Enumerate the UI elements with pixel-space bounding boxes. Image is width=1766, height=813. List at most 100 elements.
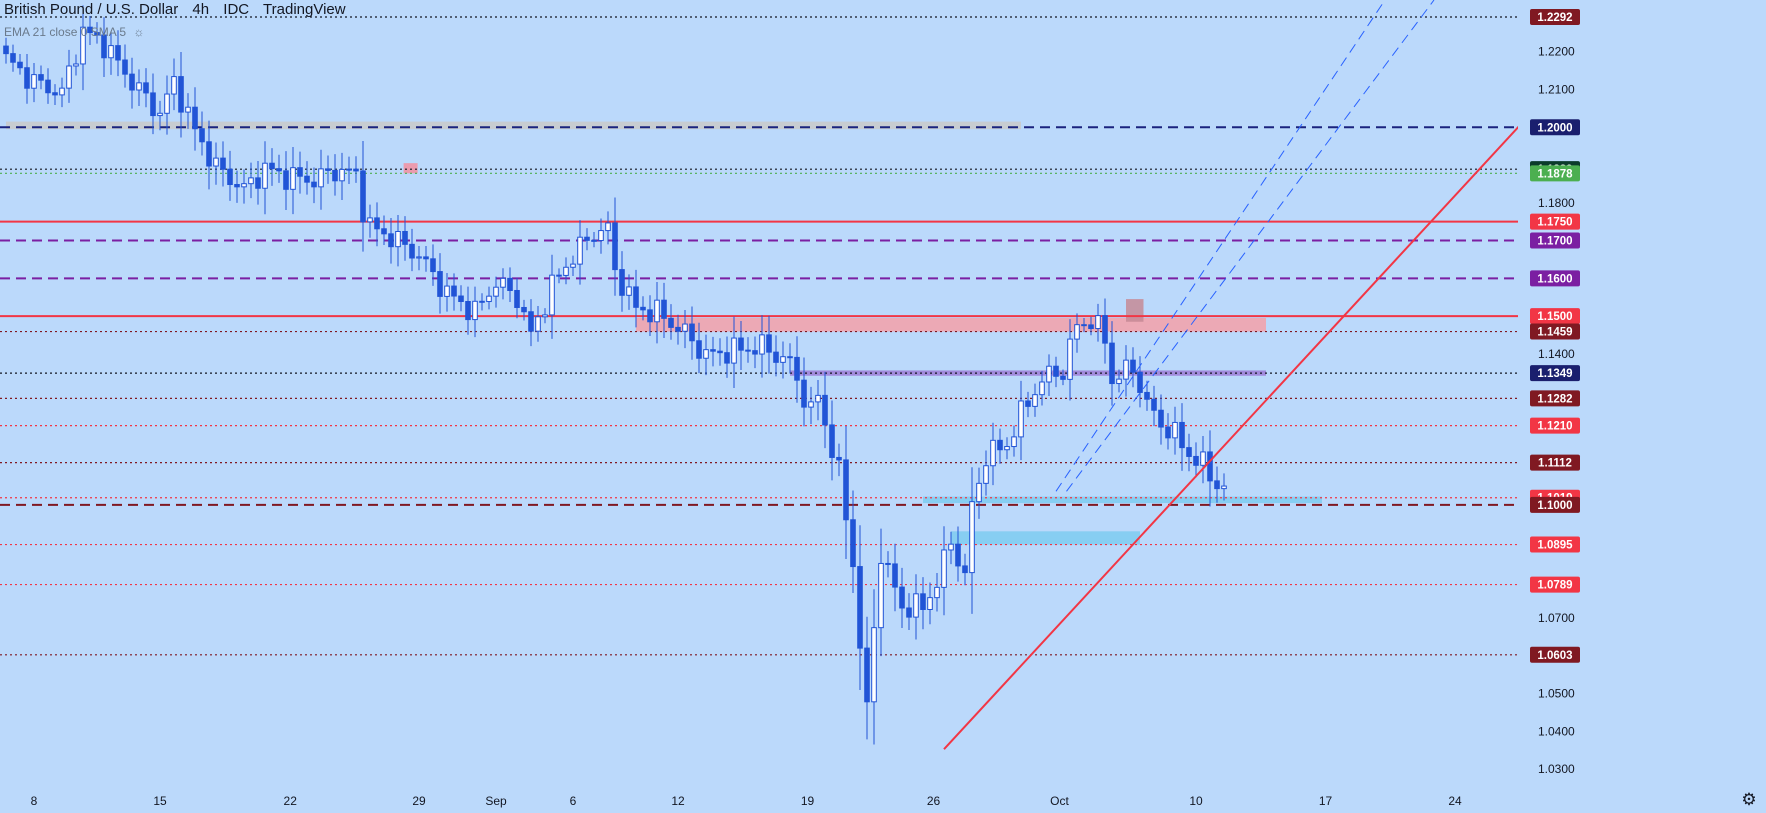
- candle-body: [143, 82, 149, 94]
- candle-body: [689, 323, 695, 342]
- candle-body: [675, 326, 681, 332]
- time-tick-label: 22: [284, 794, 298, 808]
- price-label: 1.1210: [1537, 421, 1572, 433]
- candle-body: [836, 456, 842, 461]
- candle-body: [486, 295, 492, 303]
- candle-body: [696, 340, 702, 359]
- interval-label[interactable]: 4h: [192, 1, 210, 18]
- candle-body: [395, 230, 401, 248]
- candle-body: [850, 519, 856, 568]
- candle-body: [955, 543, 961, 567]
- price-label: 1.2292: [1537, 12, 1572, 24]
- candle-body: [1067, 338, 1073, 380]
- eye-crossed-icon[interactable]: ☼: [133, 25, 145, 39]
- candle-body: [388, 233, 394, 248]
- horizontal-lines-layer: [0, 16, 1518, 656]
- candle-body: [808, 401, 814, 408]
- candle-body: [101, 34, 107, 59]
- candle-body: [1011, 436, 1017, 448]
- candle-body: [878, 562, 884, 629]
- candle-body: [1165, 426, 1171, 439]
- price-label-box: [1530, 165, 1580, 182]
- candle-body: [759, 334, 765, 355]
- candle-body: [493, 286, 499, 297]
- candle-body: [773, 351, 779, 363]
- time-axis[interactable]: 8 15 22 29 Sep 6 12 19 26 Oct 10 17 24: [31, 794, 1462, 808]
- indicator-legend-text: EMA 21 close 0 SMA 5: [4, 25, 127, 39]
- candle-body: [1018, 400, 1024, 438]
- price-label: 1.1750: [1537, 217, 1572, 229]
- indicator-legend[interactable]: EMA 21 close 0 SMA 5 ☼: [4, 25, 144, 39]
- symbol-name[interactable]: British Pound / U.S. Dollar: [4, 1, 179, 18]
- price-zone: [636, 317, 1266, 332]
- candle-body: [241, 183, 247, 188]
- price-label-box: [1530, 536, 1580, 553]
- candle-body: [80, 26, 86, 65]
- candle-body: [297, 167, 303, 177]
- time-tick-label: 8: [31, 794, 38, 808]
- candle-body: [1123, 359, 1129, 380]
- candle-body: [507, 277, 513, 291]
- candle-body: [115, 45, 121, 61]
- price-label: 1.0789: [1537, 580, 1572, 592]
- candle-body: [1102, 315, 1108, 344]
- candle-body: [934, 586, 940, 599]
- candle-body: [724, 352, 730, 364]
- candle-body: [1214, 480, 1220, 490]
- time-tick-label: 15: [153, 794, 167, 808]
- candle-body: [213, 157, 219, 167]
- candle-body: [563, 266, 569, 276]
- time-tick-label: 6: [570, 794, 577, 808]
- price-label: 1.0895: [1537, 540, 1573, 552]
- candle-body: [787, 356, 793, 359]
- candle-body: [1172, 421, 1178, 439]
- candle-body: [59, 87, 65, 96]
- candle-body: [927, 597, 933, 610]
- candle-body: [542, 314, 548, 318]
- candle-body: [626, 286, 632, 296]
- price-label-box: [1530, 576, 1580, 593]
- candle-body: [374, 217, 380, 230]
- candle-body: [87, 26, 93, 34]
- candle-body: [157, 112, 163, 117]
- price-zone: [1126, 299, 1144, 322]
- candle-body: [262, 162, 268, 189]
- price-tick-label: 1.1400: [1538, 347, 1575, 361]
- candle-body: [920, 593, 926, 610]
- candle-body: [668, 317, 674, 328]
- price-label-box: [1530, 390, 1580, 407]
- candle-body: [52, 92, 58, 96]
- candle-body: [17, 61, 23, 69]
- price-label: 1.1349: [1537, 368, 1572, 380]
- candle-body: [969, 501, 975, 574]
- price-zone: [6, 121, 1021, 130]
- price-label-box: [1530, 454, 1580, 471]
- candle-body: [871, 627, 877, 703]
- candle-body: [171, 76, 177, 95]
- candle-body: [423, 256, 429, 260]
- candle-body: [500, 277, 506, 288]
- candle-body: [1004, 446, 1010, 451]
- candle-body: [185, 106, 191, 113]
- candle-body: [521, 306, 527, 313]
- candle-body: [1200, 451, 1206, 466]
- price-zone: [403, 163, 418, 174]
- candle-body: [1130, 359, 1136, 373]
- candle-body: [962, 565, 968, 574]
- price-axis[interactable]: 1.2200 1.2100 1.1800 1.1400 1.0700 1.0500 1.04…: [1518, 0, 1766, 813]
- price-tick-label: 1.2100: [1538, 82, 1575, 96]
- candle-body: [1095, 315, 1101, 330]
- price-label-box: [1530, 270, 1580, 287]
- trendline: [943, 103, 1540, 750]
- price-label: 1.0603: [1537, 650, 1572, 662]
- candle-body: [948, 543, 954, 551]
- zones-layer: [6, 121, 1322, 545]
- price-zone: [951, 531, 1140, 545]
- candle-body: [703, 349, 709, 359]
- price-label-box: [1530, 323, 1580, 340]
- price-label: 1.1459: [1537, 327, 1572, 339]
- candle-body: [997, 439, 1003, 451]
- time-tick-label: 19: [801, 794, 815, 808]
- gear-icon[interactable]: ⚙: [1741, 790, 1757, 809]
